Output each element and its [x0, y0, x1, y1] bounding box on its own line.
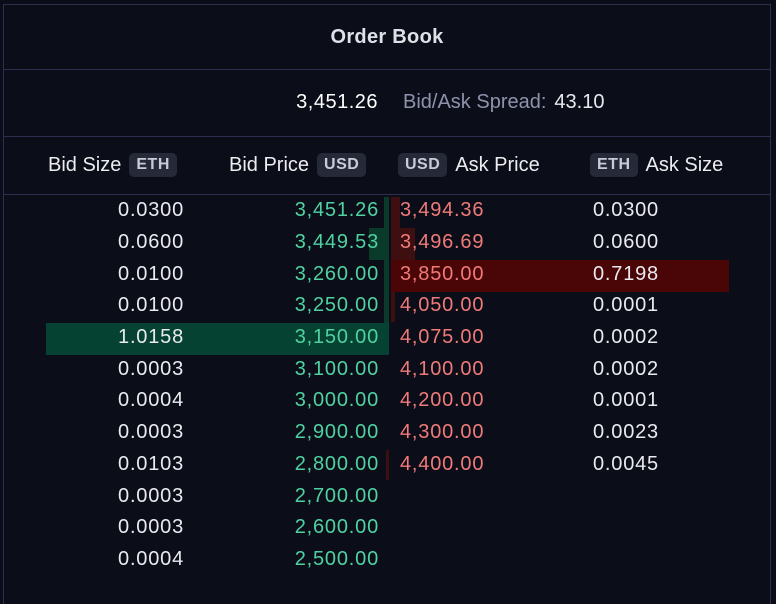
header-bid-price-label: Bid Price — [229, 153, 310, 176]
header-bid-size-label: Bid Size — [48, 153, 122, 176]
spread-value: 43.10 — [554, 91, 605, 113]
header-bid-size[interactable]: Bid Size ETH — [48, 150, 177, 180]
bid-price-unit-badge: USD — [317, 153, 367, 177]
spread-info: Bid/Ask Spread: 43.10 — [403, 91, 604, 114]
spread-label: Bid/Ask Spread: — [403, 91, 547, 113]
header-bid-price[interactable]: Bid Price USD — [229, 150, 367, 180]
header-ask-price[interactable]: USD Ask Price — [398, 150, 540, 180]
order-book-panel: Order Book 3,451.26 Bid/Ask Spread: 43.10… — [3, 4, 771, 604]
column-headers: Bid Size ETH Bid Price USD USD Ask Price… — [4, 136, 770, 195]
ask-size-unit-badge: ETH — [590, 153, 638, 177]
header-ask-size-label: Ask Size — [645, 153, 724, 176]
header-ask-size[interactable]: ETH Ask Size — [590, 150, 723, 180]
panel-title: Order Book — [330, 25, 444, 48]
ask-price-unit-badge: USD — [398, 153, 448, 177]
mid-price: 3,451.26 — [296, 91, 378, 113]
panel-header: Order Book — [4, 5, 770, 70]
header-ask-price-label: Ask Price — [455, 153, 540, 176]
bid-size-unit-badge: ETH — [129, 153, 177, 177]
spread-row: 3,451.26 Bid/Ask Spread: 43.10 — [4, 69, 770, 137]
